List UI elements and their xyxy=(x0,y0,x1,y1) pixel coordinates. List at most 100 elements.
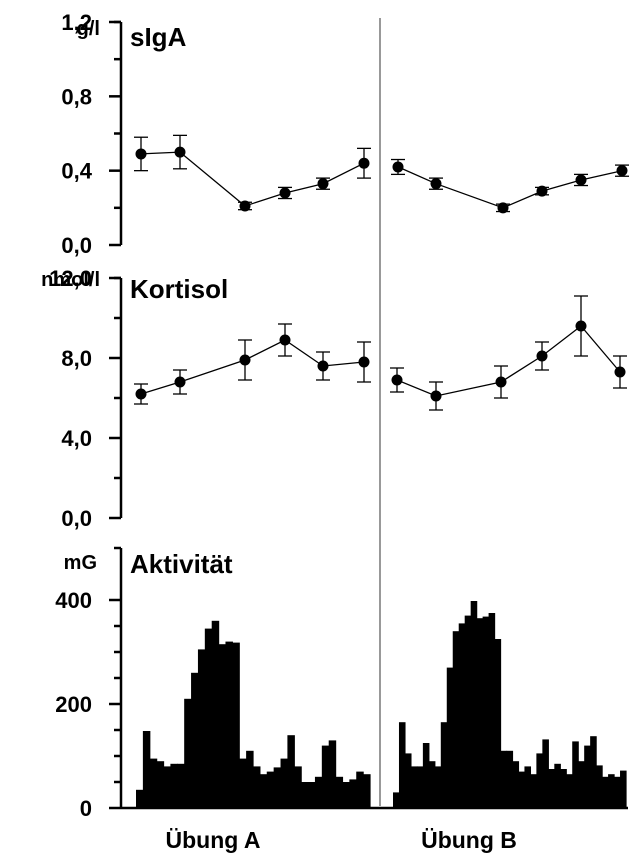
activity-bar xyxy=(232,642,240,808)
panel-title-siga: sIgA xyxy=(130,22,187,52)
activity-bar xyxy=(554,763,561,808)
data-point xyxy=(174,376,186,388)
series-line xyxy=(396,325,621,397)
activity-bar xyxy=(524,766,532,808)
activity-bar xyxy=(225,641,233,808)
y-tick-label: 200 xyxy=(55,692,92,717)
data-point xyxy=(575,174,587,186)
activity-bar xyxy=(440,722,448,808)
activity-bar xyxy=(163,766,172,808)
series-line xyxy=(140,151,365,207)
data-point xyxy=(317,178,329,190)
data-point xyxy=(536,185,548,197)
unit-label-kortisol: nmol/l xyxy=(41,269,100,291)
activity-bar xyxy=(596,765,603,808)
activity-bar xyxy=(464,615,472,808)
activity-bar xyxy=(518,771,526,808)
y-tick-label: 4,0 xyxy=(61,426,92,451)
activity-bar xyxy=(149,758,158,808)
activity-bar xyxy=(590,736,597,808)
activity-bar xyxy=(398,722,406,808)
activity-bar xyxy=(494,639,502,808)
data-point xyxy=(616,165,628,177)
activity-bar xyxy=(356,771,364,808)
activity-bar xyxy=(294,766,302,808)
activity-bar xyxy=(239,758,247,808)
activity-bar xyxy=(218,644,227,808)
activity-bar xyxy=(308,782,316,808)
activity-bar xyxy=(446,667,454,808)
data-point xyxy=(279,334,291,346)
activity-bar xyxy=(363,774,371,808)
activity-bar xyxy=(602,776,609,808)
activity-bar xyxy=(301,782,309,808)
activity-bar xyxy=(542,739,549,808)
activity-bar xyxy=(204,628,213,808)
activity-bar xyxy=(287,735,295,808)
unit-label-aktivitaet: mG xyxy=(64,552,97,574)
activity-bar xyxy=(184,698,192,808)
activity-bar xyxy=(614,776,621,808)
data-point xyxy=(135,148,147,160)
unit-label-siga: g/l xyxy=(77,18,100,40)
activity-bar xyxy=(191,672,199,808)
activity-bar xyxy=(584,745,591,808)
activity-bar xyxy=(422,743,430,808)
data-point xyxy=(358,157,370,169)
activity-bar xyxy=(536,753,543,808)
activity-bar xyxy=(335,776,344,808)
activity-bar xyxy=(342,782,350,808)
activity-bar xyxy=(328,740,337,808)
activity-bar xyxy=(608,774,615,808)
activity-bar xyxy=(548,769,555,808)
activity-bar xyxy=(620,770,627,808)
activity-bar xyxy=(259,774,268,808)
data-point xyxy=(575,320,587,332)
y-tick-label: 0,0 xyxy=(61,233,92,258)
activity-bar xyxy=(170,763,178,808)
activity-bar xyxy=(512,761,520,808)
activity-bar xyxy=(280,758,289,808)
activity-bar xyxy=(266,771,275,808)
data-point xyxy=(536,350,548,362)
data-point xyxy=(239,200,251,212)
data-point xyxy=(497,202,509,214)
activity-bar xyxy=(142,731,151,808)
activity-bar xyxy=(253,766,261,808)
activity-bar xyxy=(458,623,466,808)
activity-bar xyxy=(476,618,484,808)
activity-bar xyxy=(404,753,412,808)
activity-bar xyxy=(578,761,585,808)
data-point xyxy=(430,390,442,402)
activity-bar xyxy=(321,745,330,808)
activity-bar xyxy=(314,776,323,808)
activity-bar xyxy=(410,766,418,808)
activity-bar xyxy=(211,620,220,808)
activity-bar xyxy=(506,750,514,808)
data-point xyxy=(317,360,329,372)
activity-bar xyxy=(428,761,436,808)
activity-bar xyxy=(197,649,206,808)
activity-bar xyxy=(273,767,282,808)
activity-bar xyxy=(136,789,144,808)
data-point xyxy=(495,376,507,388)
activity-bar xyxy=(560,769,567,808)
data-point xyxy=(430,178,442,190)
data-point xyxy=(614,366,626,378)
data-point xyxy=(392,161,404,173)
data-point xyxy=(135,388,147,400)
x-label-uebung-b: Übung B xyxy=(421,827,517,853)
data-point xyxy=(279,187,291,199)
activity-bar xyxy=(566,774,573,808)
activity-bar xyxy=(177,763,185,808)
activity-bar xyxy=(349,779,357,808)
activity-bar xyxy=(470,601,478,808)
activity-bar xyxy=(572,741,579,808)
data-point xyxy=(391,374,403,386)
marks-layer xyxy=(134,134,629,808)
y-tick-label: 8,0 xyxy=(61,346,92,371)
panel-title-kortisol: Kortisol xyxy=(130,274,228,304)
y-tick-label: 12,0 xyxy=(49,266,92,291)
activity-bar xyxy=(246,750,254,808)
